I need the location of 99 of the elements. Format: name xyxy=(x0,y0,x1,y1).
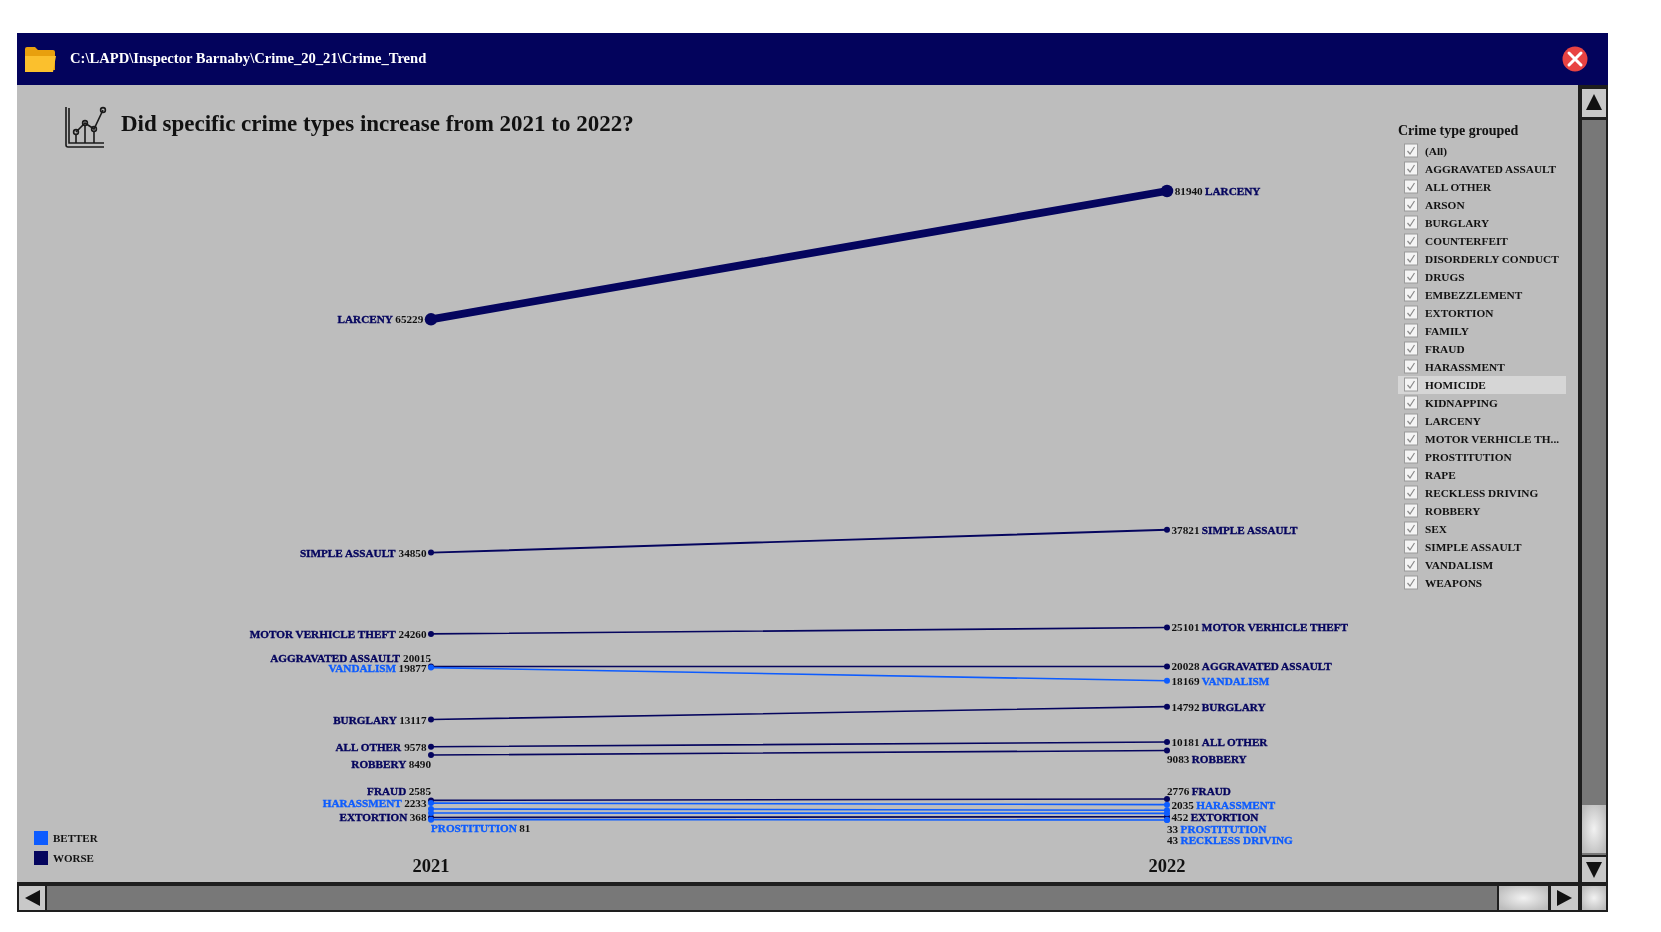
text: BURGLARY xyxy=(1201,700,1266,713)
data-label: 25101 xyxy=(1171,621,1200,634)
point xyxy=(1164,739,1170,746)
data-label: 24260 xyxy=(398,627,427,640)
text: BURGLARY xyxy=(333,713,397,726)
data-label: 10181 xyxy=(1171,736,1200,749)
point xyxy=(428,630,434,637)
point xyxy=(1160,184,1174,198)
annotation: FRAUD xyxy=(1425,342,1465,355)
data-label: 8490 xyxy=(408,757,432,770)
data-label: 2585 xyxy=(408,785,432,798)
text: (All) xyxy=(1425,144,1448,158)
data-label: 20015 xyxy=(403,651,432,664)
data-label: 2035 xyxy=(1171,798,1195,811)
data-label: 13117 xyxy=(399,713,427,726)
text: MOTOR VERHICLE THEFT xyxy=(1201,621,1349,634)
text: AGGRAVATED ASSAULT xyxy=(270,651,401,664)
point xyxy=(428,809,434,816)
annotation: SIMPLE ASSAULT xyxy=(1425,540,1523,553)
text: Crime type grouped xyxy=(1398,123,1519,138)
series-label: EXTORTION xyxy=(1190,810,1259,823)
text: PROSTITUTION xyxy=(1180,822,1267,835)
point xyxy=(1164,747,1170,754)
annotation: ROBBERY xyxy=(1425,504,1481,517)
text: VANDALISM xyxy=(328,661,397,674)
legend-label: BETTER xyxy=(53,832,99,844)
point xyxy=(424,313,438,326)
data-label: 81 xyxy=(519,822,531,835)
annotation: ARSON xyxy=(1425,198,1466,211)
point xyxy=(428,716,434,723)
point xyxy=(1164,795,1170,802)
annotation: HARASSMENT xyxy=(1425,360,1506,373)
data-label: 19877 xyxy=(398,661,427,674)
text: EXTORTION xyxy=(339,811,408,824)
text: HARASSMENT xyxy=(1196,798,1276,811)
annotation: COUNTERFEIT xyxy=(1425,234,1509,247)
point xyxy=(1164,624,1170,631)
annotation: DISORDERLY CONDUCT xyxy=(1425,252,1560,265)
legend-label: WORSE xyxy=(53,852,94,864)
annotation: BURGLARY xyxy=(1425,216,1490,229)
annotation: EMBEZZLEMENT xyxy=(1425,288,1523,301)
data-label: 2233 xyxy=(404,797,427,810)
annotation: RAPE xyxy=(1425,468,1456,481)
data-label: 65229 xyxy=(395,313,424,326)
text: SIMPLE ASSAULT xyxy=(1201,523,1299,536)
data-label: 368 xyxy=(409,811,427,824)
annotation: RECKLESS DRIVING xyxy=(1425,486,1539,499)
text: ALL OTHER xyxy=(1201,736,1268,749)
text: HARASSMENT xyxy=(322,797,402,810)
text: ALL OTHER xyxy=(335,740,403,753)
data-label: 9083 xyxy=(1167,753,1190,765)
data-label: 2776 xyxy=(1167,784,1190,797)
annotation: ALL OTHER xyxy=(1425,180,1493,193)
annotation: HOMICIDE xyxy=(1425,378,1486,391)
data-label: 37821 xyxy=(1171,523,1200,536)
point xyxy=(1164,663,1170,670)
annotation: EXTORTION xyxy=(1425,306,1495,319)
point xyxy=(1164,526,1170,533)
series-label: ROBBERY xyxy=(1191,753,1247,765)
point xyxy=(428,752,434,759)
data-label: 81940 xyxy=(1174,185,1204,197)
series-label: RECKLESS DRIVING xyxy=(1180,833,1294,846)
point xyxy=(428,743,434,750)
annotation: DRUGS xyxy=(1425,270,1465,283)
text: LARCENY xyxy=(1205,185,1261,197)
text: VANDALISM xyxy=(1201,674,1270,687)
annotation: FAMILY xyxy=(1425,324,1469,337)
data-label: 20028 xyxy=(1171,660,1200,673)
data-label: 33 xyxy=(1167,822,1179,835)
annotation: LARCENY xyxy=(1425,414,1481,427)
x-tick-label: 2022 xyxy=(1148,856,1186,876)
annotation: KIDNAPPING xyxy=(1425,396,1499,409)
annotation: WEAPONS xyxy=(1425,576,1483,589)
data-label: 452 xyxy=(1171,810,1189,823)
annotation: VANDALISM xyxy=(1425,558,1494,571)
x-tick-label: 2021 xyxy=(412,856,450,876)
data-label: 43 xyxy=(1167,833,1179,846)
point xyxy=(1164,703,1170,710)
text: C:\LAPD\Inspector Barnaby\Crime_20_21\Crime_Trend xyxy=(70,50,427,66)
point xyxy=(1164,677,1170,684)
data-label: 18169 xyxy=(1171,674,1200,687)
text: ROBBERY xyxy=(351,757,407,770)
text: SIMPLE ASSAULT xyxy=(299,546,396,559)
data-label: 34850 xyxy=(398,546,427,559)
data-label: 14792 xyxy=(1171,700,1200,713)
text: AGGRAVATED ASSAULT xyxy=(1425,162,1557,175)
annotation: SEX xyxy=(1425,522,1448,535)
annotation: PROSTITUTION xyxy=(1425,450,1513,463)
text: MOTOR VERHICLE THEFT xyxy=(249,627,396,640)
point xyxy=(428,549,434,556)
data-label: 9578 xyxy=(404,740,427,753)
text: AGGRAVATED ASSAULT xyxy=(1201,660,1332,673)
text: LARCENY xyxy=(337,313,393,326)
text: FRAUD xyxy=(367,785,407,798)
annotation: MOTOR VERHICLE TH... xyxy=(1425,432,1560,445)
series-label: FRAUD xyxy=(1191,784,1231,797)
point xyxy=(1164,801,1170,808)
series-label: PROSTITUTION xyxy=(431,822,517,835)
chart-title: Did specific crime types increase from 2021 to 2022? xyxy=(121,111,634,136)
